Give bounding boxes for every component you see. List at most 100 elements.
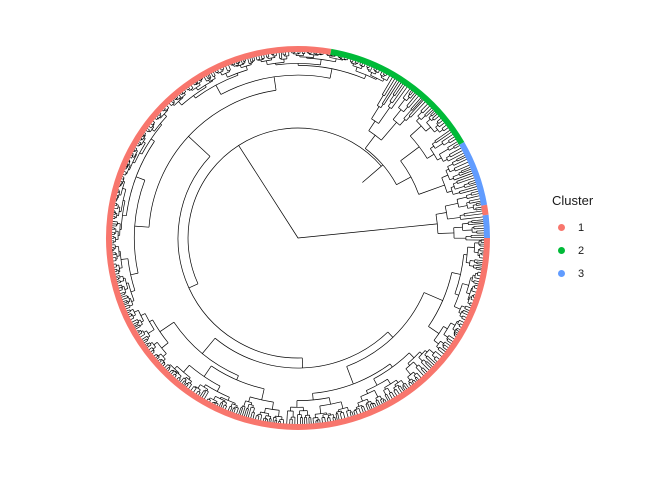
tree-branch [468, 181, 472, 183]
tree-branch [473, 221, 485, 223]
tree-branch [247, 411, 251, 419]
tree-branch [208, 76, 210, 78]
tree-branch [407, 94, 410, 97]
tree-branch [416, 372, 419, 375]
tree-branch [447, 145, 452, 148]
tree-branch [360, 406, 363, 410]
tree-branch [150, 138, 155, 142]
tree-branch [329, 68, 333, 79]
tree-junction-arc [248, 403, 254, 406]
tree-branch [162, 353, 167, 357]
tree-branch [448, 158, 454, 162]
tree-branch [467, 206, 474, 209]
tree-branch [361, 66, 363, 69]
tree-junction-arc [137, 144, 140, 147]
tree-junction-arc [409, 135, 428, 159]
tree-branch [461, 164, 471, 169]
tree-branch [463, 166, 472, 171]
tree-branch [134, 309, 139, 313]
tree-branch [163, 358, 166, 362]
tree-branch [239, 65, 242, 68]
tree-branch [128, 309, 130, 311]
tree-junction-arc [472, 294, 475, 298]
tree-branch [420, 108, 424, 112]
tree-branch [121, 285, 124, 288]
tree-branch [422, 109, 427, 114]
tree-branch [394, 92, 398, 96]
legend-label: 2 [578, 244, 585, 257]
tree-branch [381, 122, 397, 141]
tree-branch [188, 136, 211, 157]
tree-branch [423, 359, 427, 363]
tree-branch [449, 152, 454, 155]
tree-branch [236, 73, 239, 76]
tree-branch [471, 280, 475, 283]
tree-branch [380, 103, 384, 108]
tree-branch [454, 306, 461, 310]
tree-junction-arc [350, 62, 357, 65]
tree-branch [457, 158, 468, 164]
tree-branch [405, 116, 411, 121]
tree-branch [122, 293, 125, 296]
tree-branch [435, 124, 439, 128]
tree-branch [426, 153, 435, 159]
legend-key [552, 265, 570, 283]
tree-branch [166, 364, 169, 367]
tree-branch [332, 414, 335, 418]
tree-branch [465, 185, 478, 191]
tree-branch [149, 344, 152, 347]
tree-junction-arc [366, 68, 371, 71]
tree-branch [410, 105, 414, 110]
tree-junction-arc [461, 315, 464, 319]
tree-branch [443, 159, 448, 162]
tree-branch [124, 288, 128, 290]
tree-branch [155, 354, 157, 356]
tree-branch [431, 118, 434, 121]
tree-branch [444, 133, 454, 140]
tree-branch [417, 369, 425, 377]
tree-branch [444, 344, 447, 347]
tree-branch [474, 280, 477, 282]
tree-junction-arc [383, 387, 388, 391]
tree-junction-arc [383, 74, 386, 77]
tree-branch [429, 349, 435, 354]
tree-junction-arc [432, 143, 436, 149]
tree-branch [319, 405, 322, 414]
cluster-arc-3 [459, 142, 488, 206]
tree-branch [446, 155, 451, 158]
legend-label: 1 [578, 221, 585, 234]
tree-branch [126, 304, 130, 307]
tree-junction-arc [456, 199, 460, 208]
tree-branch [208, 397, 211, 400]
tree-junction-arc [452, 183, 456, 190]
tree-branch [266, 60, 268, 65]
tree-branch [432, 116, 435, 119]
tree-branch [471, 194, 475, 196]
tree-branch [425, 357, 429, 360]
tree-junction-arc [155, 354, 158, 357]
tree-branch [392, 100, 395, 104]
tree-junction-arc [428, 272, 453, 327]
tree-branch [450, 154, 456, 158]
tree-branch [415, 101, 426, 112]
tree-junction-arc [119, 251, 123, 268]
tree-branch [366, 67, 368, 70]
tree-branch [389, 94, 395, 102]
legend-dot-icon [557, 247, 565, 254]
tree-branch [454, 177, 460, 181]
tree-branch [464, 216, 484, 220]
tree-branch [163, 113, 167, 117]
tree-junction-arc [182, 91, 186, 95]
tree-junction-arc [156, 117, 159, 120]
tree-branch [151, 129, 155, 132]
tree-branch [386, 393, 388, 396]
tree-junction-arc [436, 341, 441, 347]
tree-junction-arc [205, 384, 230, 398]
tree-branch [141, 320, 144, 323]
tree-branch [447, 217, 461, 220]
tree-junction-arc [380, 74, 384, 77]
tree-junction-arc [232, 63, 236, 66]
tree-branch [363, 406, 365, 409]
tree-junction-arc [251, 406, 255, 409]
tree-branch [268, 191, 299, 239]
